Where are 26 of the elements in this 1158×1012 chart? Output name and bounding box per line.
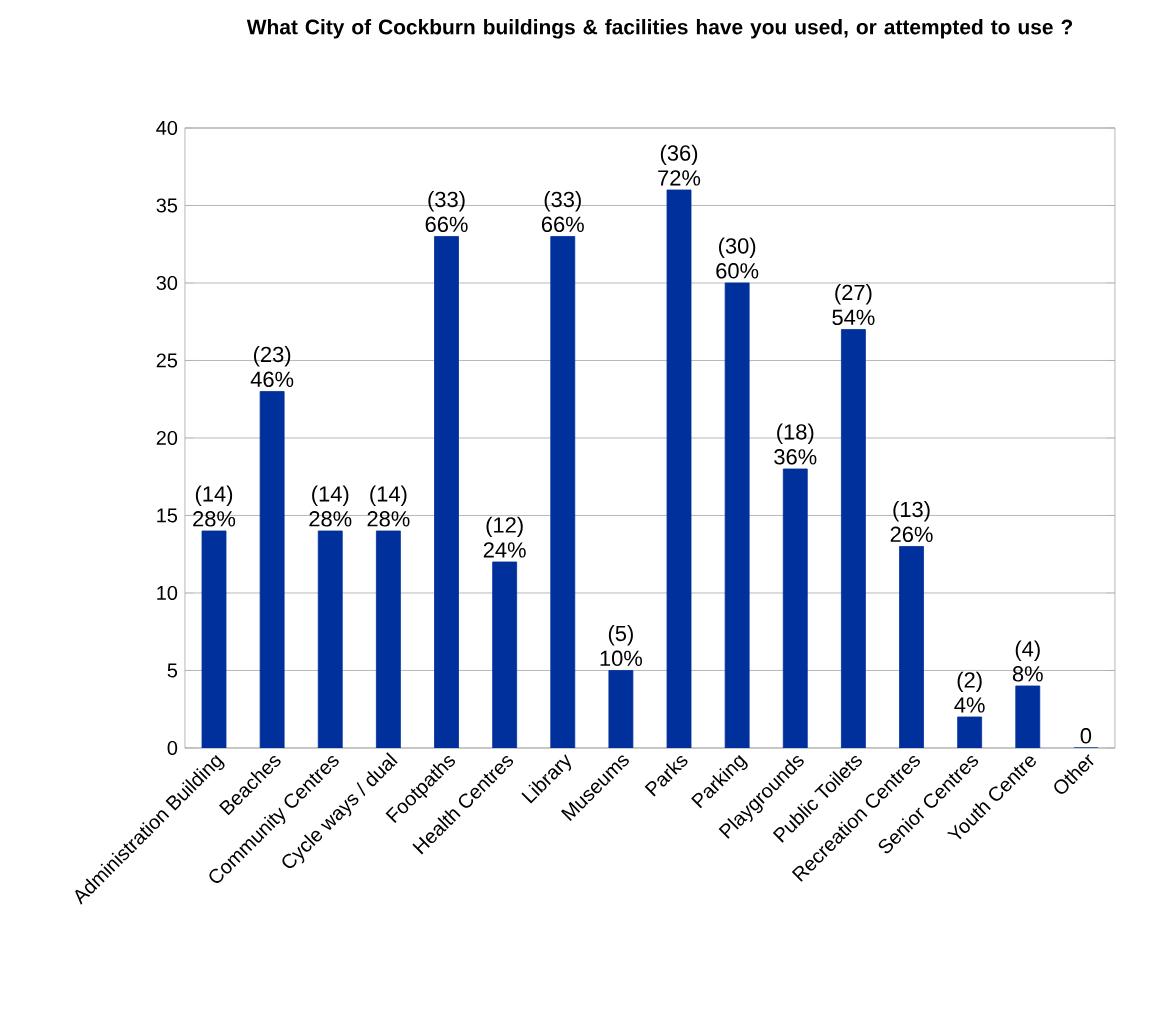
y-tick-label: 0 (167, 740, 178, 756)
data-label: (30) 60% (716, 237, 759, 279)
data-label: (5) 10% (600, 625, 643, 667)
data-label: (33) 66% (425, 191, 468, 233)
data-label: 0 (1080, 728, 1092, 744)
y-tick-label: 10 (157, 585, 178, 601)
data-label: (4) 8% (1012, 640, 1043, 682)
y-tick-label: 20 (156, 430, 178, 446)
y-tick-label: 15 (157, 508, 178, 523)
y-tick-label: 40 (156, 120, 178, 136)
data-label: (13) 26% (890, 501, 933, 543)
data-label: (12) 24% (483, 516, 526, 558)
data-label: (27) 54% (832, 284, 875, 326)
y-tick-label: 30 (156, 275, 178, 291)
data-label: (14) 28% (309, 485, 352, 527)
chart-title: What City of Cockburn buildings & facilities have you used, or attempted to use ? (246, 19, 1073, 39)
y-tick-label: 25 (156, 353, 178, 368)
y-tick-label: 35 (156, 198, 178, 213)
data-label: (18) 36% (774, 423, 817, 465)
data-label: (2) 4% (954, 671, 985, 713)
data-label: (33) 66% (541, 191, 584, 233)
data-label: (14) 28% (367, 485, 410, 527)
y-tick-label: 5 (167, 663, 178, 678)
data-label: (36) 72% (658, 144, 701, 186)
data-label: (23) 46% (250, 346, 294, 388)
data-label: (14) 28% (193, 485, 236, 527)
